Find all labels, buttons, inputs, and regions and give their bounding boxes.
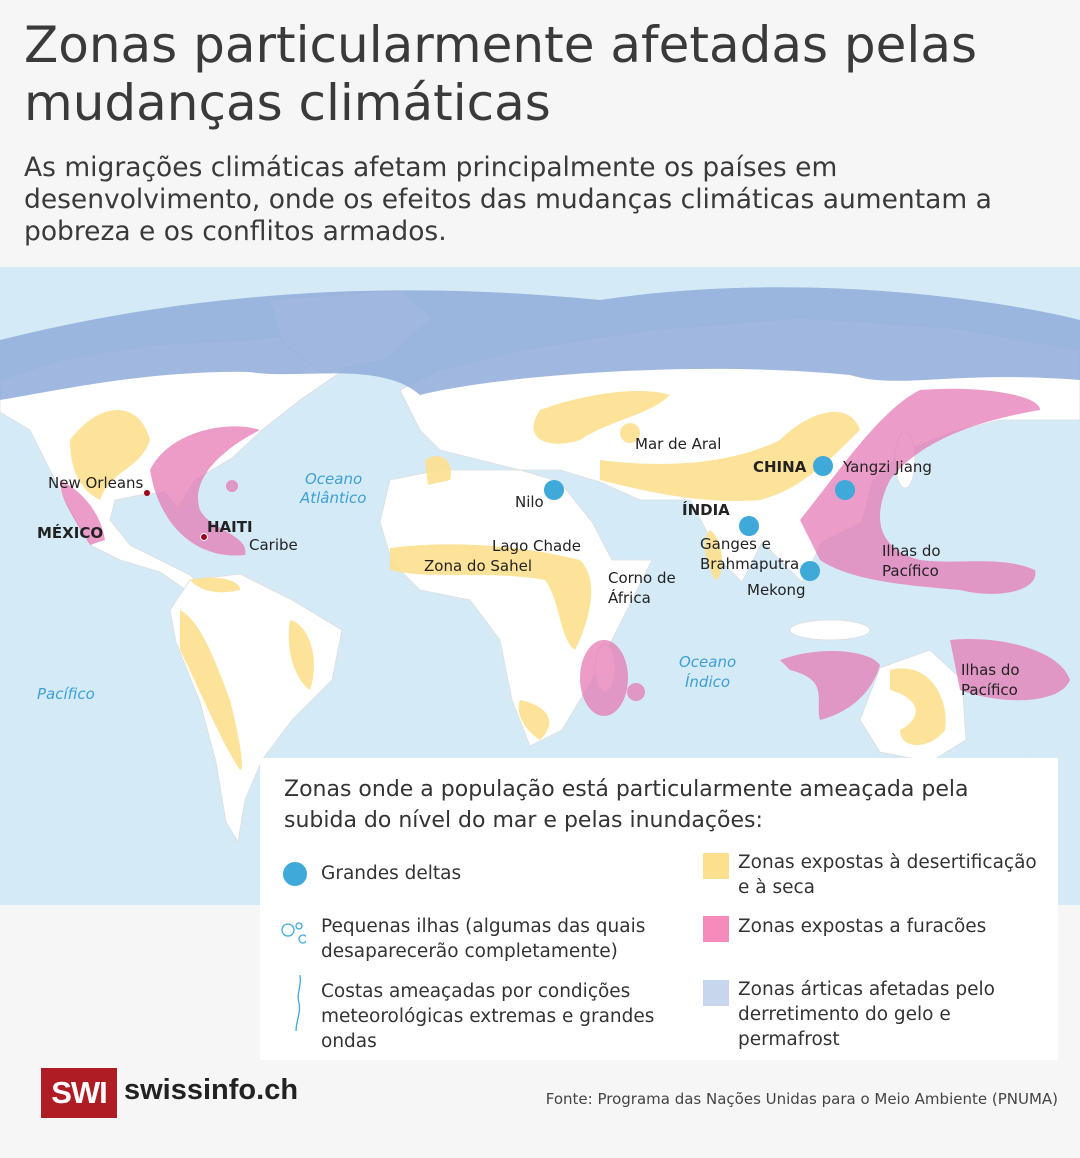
legend-item-coasts: Costas ameaçadas por condições meteoroló… xyxy=(321,981,655,1052)
world-map: New Orleans MÉXICO HAITI Caribe Oceano A… xyxy=(0,267,1080,905)
label-nilo: Nilo xyxy=(515,493,544,511)
arctic-zone xyxy=(0,287,1080,400)
delta-nilo xyxy=(544,480,564,500)
label-corno: Corno de xyxy=(608,569,676,587)
label-ilhas-pacifico-1: Ilhas do xyxy=(882,542,941,560)
label-china: CHINA xyxy=(753,458,807,476)
label-mexico: MÉXICO xyxy=(37,523,103,542)
legend-item-drought: Zonas expostas à desertificação e à seca xyxy=(738,852,1037,898)
label-new-orleans: New Orleans xyxy=(48,474,144,492)
label-oceano-atlantico: Oceano xyxy=(305,470,362,488)
legend-item-arctic: Zonas árticas afetadas pelo derretimento… xyxy=(738,979,995,1050)
label-mekong: Mekong xyxy=(747,581,806,599)
legend: Zonas onde a população está particularme… xyxy=(260,758,1058,1060)
delta-ganges xyxy=(739,516,759,536)
new-orleans-marker xyxy=(144,490,150,496)
page-title: Zonas particularmente afetadas pelas mud… xyxy=(24,16,978,132)
label-ilhas-pacifico-2: Ilhas do xyxy=(961,661,1020,679)
coastline-wave-icon xyxy=(295,974,302,1032)
label-zona-sahel: Zona do Sahel xyxy=(424,557,532,575)
haiti-marker xyxy=(200,533,208,541)
label-corno-2: África xyxy=(608,588,651,607)
label-ilhas-pacifico-1b: Pacífico xyxy=(882,562,939,580)
brand-name: swissinfo.ch xyxy=(124,1074,299,1106)
swi-logo: SWI xyxy=(41,1068,117,1118)
label-lago-chade: Lago Chade xyxy=(492,537,581,555)
indonesia xyxy=(789,619,871,641)
label-oceano-atlantico-2: Atlântico xyxy=(299,489,366,507)
label-ilhas-pacifico-2b: Pacífico xyxy=(961,681,1018,699)
legend-title: Zonas onde a população está particularme… xyxy=(284,777,969,833)
legend-item-islands: Pequenas ilhas (algumas das quais desapa… xyxy=(321,916,646,962)
great-deltas xyxy=(544,456,855,581)
small-circles-icon xyxy=(281,922,306,944)
pink-swatch-icon xyxy=(703,916,729,942)
label-caribe: Caribe xyxy=(249,536,298,554)
label-pacifico: Pacífico xyxy=(37,685,95,703)
hurricane-zones xyxy=(60,388,1070,720)
blue-swatch-icon xyxy=(703,980,729,1006)
filled-circle-icon xyxy=(283,862,307,886)
label-oceano-indico: Oceano xyxy=(679,653,736,671)
label-ganges: Ganges e xyxy=(700,535,771,553)
delta-china-east xyxy=(835,480,855,500)
drought-zones xyxy=(70,390,946,770)
label-mar-aral: Mar de Aral xyxy=(635,435,721,453)
delta-mekong xyxy=(800,561,820,581)
label-haiti: HAITI xyxy=(207,518,253,536)
delta-yangzi xyxy=(813,456,833,476)
source-note: Fonte: Programa das Nações Unidas para o… xyxy=(545,1090,1058,1108)
label-india: ÍNDIA xyxy=(682,500,730,519)
label-oceano-indico-2: Índico xyxy=(685,672,730,691)
yellow-swatch-icon xyxy=(703,853,729,879)
legend-item-deltas: Grandes deltas xyxy=(321,863,462,884)
label-yangzi: Yangzi Jiang xyxy=(842,458,932,476)
label-ganges-2: Brahmaputra xyxy=(700,555,799,573)
subtitle: As migrações climáticas afetam principal… xyxy=(24,152,992,247)
legend-item-hurricanes: Zonas expostas a furacões xyxy=(738,916,987,937)
map-labels: New Orleans MÉXICO HAITI Caribe Oceano A… xyxy=(37,435,1020,703)
